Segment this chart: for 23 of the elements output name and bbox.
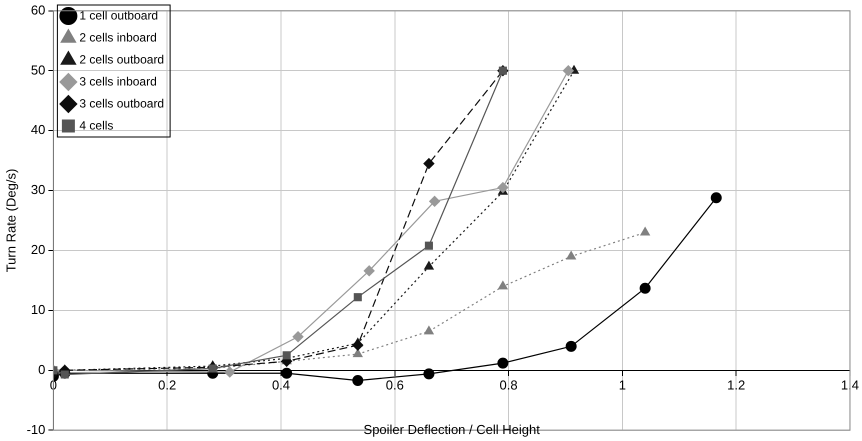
y-tick-label: 10 [30, 302, 46, 317]
legend-label: 3 cells outboard [79, 96, 164, 110]
y-tick-label: -10 [26, 422, 46, 437]
legend-label: 2 cells outboard [79, 52, 164, 66]
legend-label: 1 cell outboard [79, 8, 158, 22]
y-tick-label: 0 [38, 362, 46, 377]
y-tick-label: 40 [30, 122, 46, 138]
x-tick-label: 0.6 [386, 378, 404, 393]
x-tick-label: 1.4 [840, 378, 860, 393]
y-tick-label: 20 [30, 242, 46, 258]
y-tick-label: 30 [30, 182, 46, 198]
x-tick-label: 1 [618, 378, 626, 393]
y-tick-label: 50 [30, 62, 46, 78]
x-tick-label: 0.2 [158, 378, 176, 393]
legend-label: 4 cells [79, 118, 114, 132]
x-axis-title: Spoiler Deflection / Cell Height [364, 422, 540, 438]
legend-label: 2 cells inboard [79, 30, 157, 44]
x-tick-label: 0.4 [272, 378, 290, 393]
y-axis-title: Turn Rate (Deg/s) [3, 168, 18, 272]
x-tick-label: 0.8 [500, 378, 518, 393]
legend-label: 3 cells inboard [79, 74, 157, 88]
y-tick-label: 60 [30, 2, 46, 18]
x-tick-label: 1.2 [727, 378, 746, 393]
